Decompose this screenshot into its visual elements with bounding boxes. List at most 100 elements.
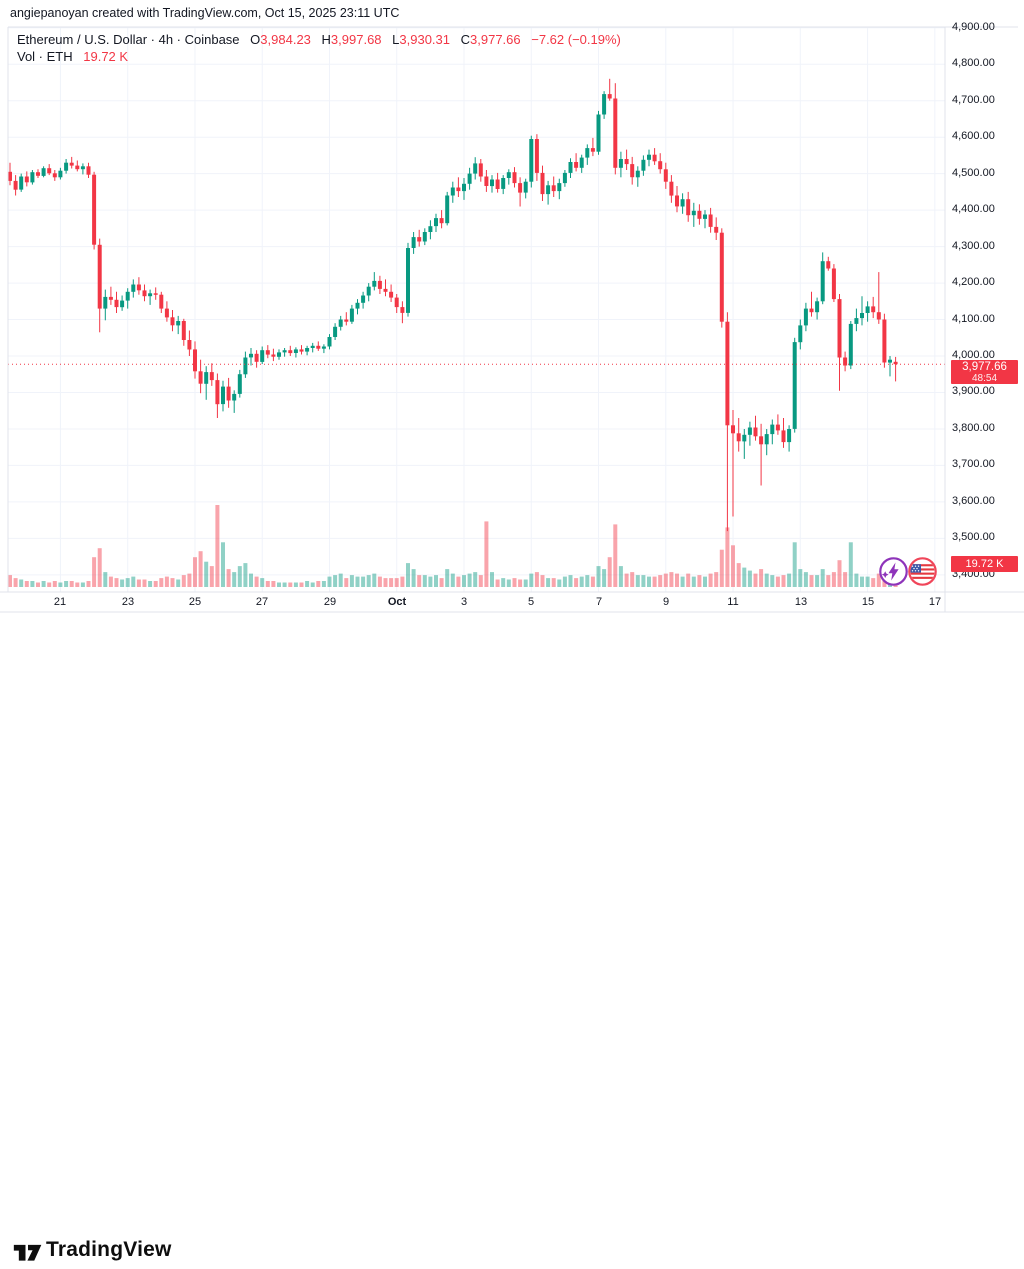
time-tick[interactable]: 27 xyxy=(255,596,269,608)
volume-bar xyxy=(803,572,808,587)
footer: TradingView xyxy=(0,614,1024,1261)
time-tick[interactable]: 15 xyxy=(861,596,875,608)
volume-bar xyxy=(753,573,758,587)
crypto-event-lightning-icon[interactable] xyxy=(878,556,909,587)
volume-bar xyxy=(282,582,287,587)
symbol-title[interactable]: Ethereum / U.S. Dollar · 4h · Coinbase xyxy=(17,32,240,47)
legend-volume-row: Vol · ETH 19.72 K xyxy=(17,48,621,65)
candle-body xyxy=(417,237,422,242)
candle-body xyxy=(400,307,405,313)
time-tick[interactable]: 3 xyxy=(460,596,468,608)
price-tick[interactable]: 4,200.00 xyxy=(952,276,995,288)
volume-bar xyxy=(120,579,125,587)
price-tick[interactable]: 3,800.00 xyxy=(952,422,995,434)
volume-bar xyxy=(97,548,102,587)
candle-body xyxy=(321,346,326,349)
candle-body xyxy=(691,210,696,216)
close-value: 3,977.66 xyxy=(470,32,521,47)
volume-bar xyxy=(288,582,293,587)
candle-body xyxy=(697,210,702,219)
price-tick[interactable]: 4,500.00 xyxy=(952,167,995,179)
chart-legend[interactable]: Ethereum / U.S. Dollar · 4h · Coinbase O… xyxy=(17,31,621,65)
price-tick[interactable]: 4,400.00 xyxy=(952,203,995,215)
candle-body xyxy=(630,164,635,178)
tradingview-logo-text[interactable]: TradingView xyxy=(46,1238,172,1261)
volume-bar xyxy=(837,560,842,587)
candle-body xyxy=(888,359,892,363)
candle-body xyxy=(579,157,584,168)
price-tick[interactable]: 3,600.00 xyxy=(952,495,995,507)
price-tick[interactable]: 4,700.00 xyxy=(952,94,995,106)
candle-body xyxy=(557,183,562,192)
volume-bar xyxy=(456,576,461,587)
price-tick[interactable]: 4,600.00 xyxy=(952,130,995,142)
volume-bar xyxy=(366,575,371,587)
time-tick[interactable]: 9 xyxy=(662,596,670,608)
time-tick[interactable]: 25 xyxy=(188,596,202,608)
time-tick[interactable]: 21 xyxy=(53,596,67,608)
candle-body xyxy=(249,353,253,358)
candle-body xyxy=(529,139,534,182)
candlestick-chart[interactable] xyxy=(0,0,1024,665)
volume-bar xyxy=(815,575,820,587)
low-value: 3,930.31 xyxy=(399,32,450,47)
candle-body xyxy=(540,172,545,195)
price-tick[interactable]: 4,900.00 xyxy=(952,21,995,33)
candle-body xyxy=(725,321,730,426)
volume-bar xyxy=(80,582,85,587)
candle-body xyxy=(641,159,646,171)
candle-body xyxy=(271,354,276,357)
volume-bar xyxy=(562,576,567,587)
time-tick[interactable]: 5 xyxy=(527,596,535,608)
candle-body xyxy=(361,295,366,303)
price-tick[interactable]: 4,800.00 xyxy=(952,57,995,69)
time-tick[interactable]: 13 xyxy=(794,596,808,608)
volume-bar xyxy=(215,505,220,587)
candle-body xyxy=(422,232,427,242)
price-tick[interactable]: 4,100.00 xyxy=(952,313,995,325)
candle-body xyxy=(764,434,769,445)
tradingview-logo-icon[interactable] xyxy=(13,1239,43,1269)
time-tick[interactable]: 11 xyxy=(727,596,739,608)
price-tick[interactable]: 4,000.00 xyxy=(952,349,995,361)
volume-bar xyxy=(383,578,388,587)
candle-body xyxy=(288,350,293,354)
price-tick[interactable]: 4,300.00 xyxy=(952,240,995,252)
candle-body xyxy=(282,350,287,353)
time-tick[interactable]: 29 xyxy=(323,596,337,608)
candle-body xyxy=(333,326,338,337)
candle-body xyxy=(478,163,483,177)
time-tick-month[interactable]: Oct xyxy=(387,596,407,608)
candles-layer[interactable] xyxy=(8,78,898,532)
volume-bar xyxy=(675,573,679,587)
time-tick[interactable]: 23 xyxy=(121,596,135,608)
candle-body xyxy=(176,321,181,326)
time-tick[interactable]: 17 xyxy=(928,596,942,608)
volume-bar xyxy=(394,578,399,587)
volume-bar xyxy=(568,575,573,587)
candle-body xyxy=(680,199,685,207)
volume-bar xyxy=(669,572,674,587)
price-tick[interactable]: 3,900.00 xyxy=(952,385,995,397)
candle-body xyxy=(316,345,321,349)
volume-bar xyxy=(534,572,539,587)
volume-bar xyxy=(254,576,259,587)
volume-bar xyxy=(450,573,455,587)
price-tick[interactable]: 3,500.00 xyxy=(952,531,995,543)
volume-bar xyxy=(271,581,276,587)
candle-body xyxy=(473,163,478,174)
volume-bar xyxy=(624,573,629,587)
price-tick[interactable]: 3,700.00 xyxy=(952,458,995,470)
us-flag-event-icon[interactable] xyxy=(907,556,938,587)
candle-body xyxy=(58,170,63,178)
volume-bar xyxy=(871,578,876,587)
candle-body xyxy=(164,308,169,318)
time-tick[interactable]: 7 xyxy=(595,596,603,608)
volume-bar xyxy=(265,581,270,587)
candle-body xyxy=(568,162,573,173)
candle-body xyxy=(344,319,349,322)
candle-body xyxy=(237,374,242,394)
candle-body xyxy=(865,306,870,313)
candle-body xyxy=(277,352,281,357)
candle-body xyxy=(456,187,461,192)
